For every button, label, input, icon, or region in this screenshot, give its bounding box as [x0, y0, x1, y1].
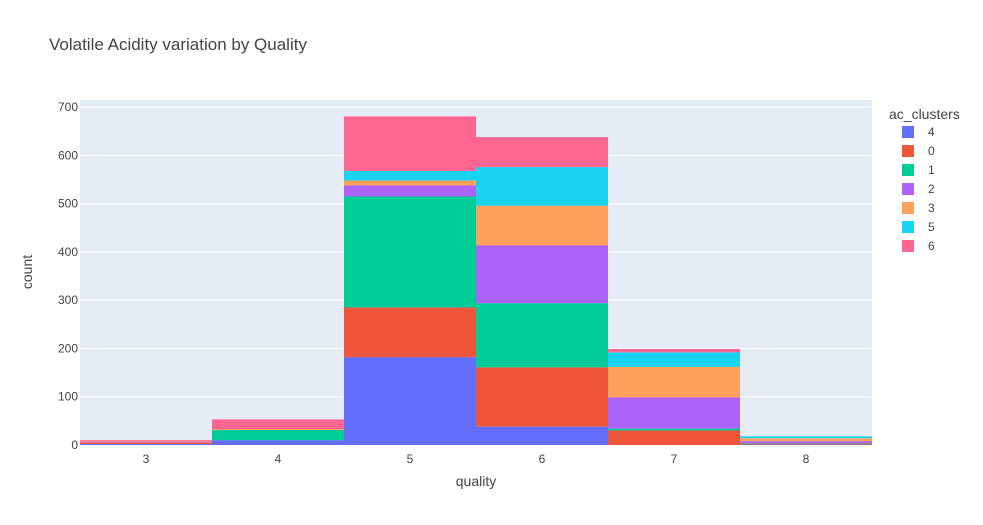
x-tick-label: 8 — [803, 452, 810, 466]
bar-segment-cluster-3-quality-6 — [476, 205, 608, 246]
bar-segment-cluster-1-quality-6 — [476, 303, 608, 368]
x-tick-label: 3 — [143, 452, 150, 466]
y-tick-label: 700 — [58, 100, 78, 114]
bar-segment-cluster-0-quality-6 — [476, 367, 608, 427]
bar-segment-cluster-5-quality-6 — [476, 167, 608, 206]
x-tick-label: 4 — [275, 452, 282, 466]
legend-swatch — [902, 145, 914, 157]
bar-segment-cluster-1-quality-7 — [608, 428, 740, 431]
bar-segment-cluster-3-quality-7 — [608, 366, 740, 398]
legend-item-label: 4 — [928, 125, 935, 139]
y-tick-label: 200 — [58, 341, 78, 355]
legend-swatch — [902, 164, 914, 176]
legend-item-label: 1 — [928, 163, 935, 177]
legend-swatch — [902, 202, 914, 214]
legend-swatch — [902, 183, 914, 195]
y-tick-label: 100 — [58, 390, 78, 404]
legend-title: ac_clusters — [889, 106, 960, 122]
bar-segment-cluster-5-quality-8 — [740, 436, 872, 439]
y-tick-labels: 0 100 200 300 400 500 600 700 — [58, 100, 78, 452]
x-tick-labels: 3 4 5 6 7 8 — [143, 452, 810, 466]
bar-segment-cluster-0-quality-5 — [344, 307, 476, 358]
bar-segment-cluster-0-quality-3 — [80, 442, 212, 445]
legend-swatch — [902, 126, 914, 138]
x-tick-label: 5 — [407, 452, 414, 466]
bar-segment-cluster-2-quality-6 — [476, 245, 608, 304]
bar-segment-cluster-4-quality-3 — [80, 444, 212, 445]
bar-segment-cluster-0-quality-8 — [740, 443, 872, 445]
bar-segment-cluster-6-quality-4 — [212, 419, 344, 430]
legend-item-label: 6 — [928, 239, 935, 253]
legend-swatch — [902, 221, 914, 233]
x-tick-label: 7 — [671, 452, 678, 466]
legend: ac_clusters 4 0 1 2 3 5 6 — [889, 106, 960, 253]
bar-segment-cluster-6-quality-3 — [80, 440, 212, 442]
bar-segment-cluster-2-quality-5 — [344, 185, 476, 197]
y-tick-label: 300 — [58, 293, 78, 307]
bars — [80, 116, 872, 445]
legend-swatch — [902, 240, 914, 252]
bar-segment-cluster-1-quality-4 — [212, 430, 344, 441]
bar-segment-cluster-0-quality-7 — [608, 430, 740, 445]
bar-segment-cluster-6-quality-5 — [344, 116, 476, 171]
bar-segment-cluster-2-quality-7 — [608, 397, 740, 429]
bar-segment-cluster-3-quality-8 — [740, 438, 872, 442]
bar-segment-cluster-3-quality-4 — [212, 429, 344, 431]
y-tick-label: 0 — [71, 438, 78, 452]
bar-segment-cluster-4-quality-5 — [344, 357, 476, 445]
y-axis-title: count — [19, 255, 35, 289]
legend-item-label: 2 — [928, 182, 935, 196]
y-tick-label: 400 — [58, 245, 78, 259]
bar-segment-cluster-3-quality-5 — [344, 180, 476, 186]
bar-segment-cluster-5-quality-7 — [608, 352, 740, 367]
bar-segment-cluster-6-quality-7 — [608, 348, 740, 353]
bar-segment-cluster-4-quality-6 — [476, 426, 608, 445]
x-tick-label: 6 — [539, 452, 546, 466]
y-tick-label: 600 — [58, 148, 78, 162]
legend-item-label: 0 — [928, 144, 935, 158]
bar-segment-cluster-4-quality-4 — [212, 440, 344, 445]
bar-segment-cluster-6-quality-6 — [476, 137, 608, 168]
bar-segment-cluster-5-quality-5 — [344, 170, 476, 181]
chart-title: Volatile Acidity variation by Quality — [49, 35, 307, 54]
legend-item-label: 3 — [928, 201, 935, 215]
legend-item-label: 5 — [928, 220, 935, 234]
y-tick-label: 500 — [58, 197, 78, 211]
bar-segment-cluster-1-quality-5 — [344, 196, 476, 308]
x-axis-title: quality — [456, 473, 496, 489]
bar-segment-cluster-2-quality-8 — [740, 441, 872, 444]
